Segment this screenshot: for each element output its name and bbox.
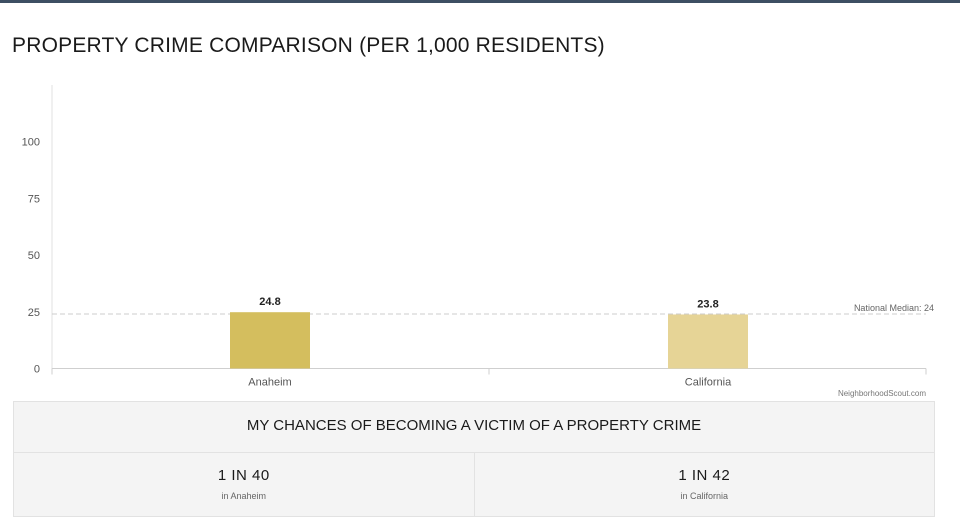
chart-credit: NeighborhoodScout.com bbox=[837, 389, 926, 398]
property-crime-chart: 0 25 50 75 100 National Median: 24 24.8 Anaheim… bbox=[22, 85, 934, 389]
chances-row: 1 IN 40 in Anaheim 1 IN 42 in California bbox=[14, 453, 934, 516]
y-tick-label: 25 bbox=[28, 307, 40, 319]
chances-panel: MY CHANCES OF BECOMING A VICTIM OF A PRO… bbox=[13, 401, 935, 517]
bar-anaheim bbox=[230, 312, 310, 369]
page-title: PROPERTY CRIME COMPARISON (PER 1,000 RES… bbox=[12, 34, 605, 57]
header-bar bbox=[0, 0, 960, 3]
chance-odds: 1 IN 42 bbox=[678, 467, 731, 484]
bar-data-label: 23.8 bbox=[697, 298, 718, 310]
chance-cell-california: 1 IN 42 in California bbox=[473, 453, 935, 516]
chance-place: in Anaheim bbox=[221, 491, 267, 501]
chance-place: in California bbox=[680, 491, 729, 501]
x-category-label: Anaheim bbox=[248, 377, 291, 389]
x-category-label: California bbox=[685, 377, 732, 389]
y-tick-label: 0 bbox=[34, 364, 40, 376]
bar-california bbox=[668, 314, 748, 369]
y-tick-label: 100 bbox=[22, 137, 40, 149]
y-tick-label: 75 bbox=[28, 193, 40, 205]
bar-data-label: 24.8 bbox=[259, 296, 280, 308]
chance-odds: 1 IN 40 bbox=[217, 467, 270, 484]
chances-title: MY CHANCES OF BECOMING A VICTIM OF A PRO… bbox=[14, 402, 934, 453]
national-median-label: National Median: 24 bbox=[854, 303, 934, 313]
y-tick-label: 50 bbox=[28, 250, 40, 262]
chance-cell-anaheim: 1 IN 40 in Anaheim bbox=[14, 453, 474, 516]
